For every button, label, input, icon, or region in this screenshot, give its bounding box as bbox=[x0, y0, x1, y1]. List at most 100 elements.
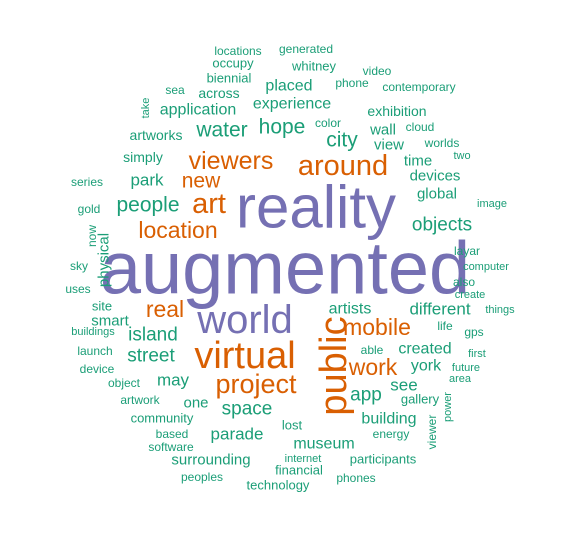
cloud-word-uses: uses bbox=[65, 282, 90, 296]
cloud-word-peoples: peoples bbox=[181, 470, 223, 484]
cloud-word-simply: simply bbox=[123, 149, 163, 165]
cloud-word-devices: devices bbox=[410, 168, 461, 185]
cloud-word-area: area bbox=[449, 373, 472, 385]
cloud-word-exhibition: exhibition bbox=[367, 103, 426, 119]
cloud-word-across: across bbox=[198, 85, 239, 101]
cloud-word-create: create bbox=[455, 289, 486, 301]
cloud-word-street: street bbox=[127, 346, 175, 367]
cloud-word-objects: objects bbox=[412, 215, 472, 236]
cloud-word-computer: computer bbox=[463, 261, 509, 273]
cloud-word-sea: sea bbox=[165, 83, 185, 97]
cloud-word-first: first bbox=[468, 348, 486, 360]
cloud-word-virtual: virtual bbox=[194, 335, 295, 377]
cloud-word-physical: physical bbox=[96, 233, 113, 287]
cloud-word-generated: generated bbox=[279, 42, 333, 56]
cloud-word-experience: experience bbox=[253, 96, 331, 113]
cloud-word-software: software bbox=[148, 440, 194, 454]
cloud-word-york: york bbox=[411, 358, 442, 375]
cloud-word-mobile: mobile bbox=[343, 314, 411, 340]
cloud-word-one: one bbox=[183, 395, 208, 412]
cloud-word-viewer: viewer bbox=[425, 415, 439, 450]
cloud-word-space: space bbox=[222, 399, 273, 420]
cloud-word-people: people bbox=[116, 194, 179, 217]
cloud-word-new: new bbox=[182, 170, 221, 193]
cloud-word-community: community bbox=[131, 411, 194, 426]
cloud-word-created: created bbox=[398, 341, 451, 358]
cloud-word-global: global bbox=[417, 186, 457, 203]
cloud-word-view: view bbox=[374, 137, 404, 154]
cloud-word-buildings: buildings bbox=[71, 326, 115, 338]
cloud-word-biennial: biennial bbox=[207, 71, 252, 86]
cloud-word-series: series bbox=[71, 175, 103, 189]
cloud-word-artists: artists bbox=[329, 301, 372, 318]
cloud-word-future: future bbox=[452, 362, 480, 374]
cloud-word-island: island bbox=[128, 325, 178, 346]
cloud-word-may: may bbox=[157, 371, 190, 390]
cloud-word-video: video bbox=[363, 64, 392, 78]
cloud-word-cloud: cloud bbox=[406, 120, 435, 134]
cloud-word-participants: participants bbox=[350, 452, 417, 467]
cloud-word-world: world bbox=[196, 298, 293, 342]
cloud-word-energy: energy bbox=[373, 427, 410, 441]
cloud-word-art: art bbox=[192, 188, 226, 220]
cloud-word-park: park bbox=[130, 171, 164, 190]
cloud-word-project: project bbox=[215, 369, 297, 399]
cloud-word-around: around bbox=[298, 150, 388, 182]
cloud-word-augmented: augmented bbox=[100, 227, 470, 310]
cloud-word-gallery: gallery bbox=[401, 392, 440, 407]
cloud-word-whitney: whitney bbox=[291, 59, 337, 74]
cloud-word-worlds: worlds bbox=[424, 136, 460, 150]
cloud-word-launch: launch bbox=[77, 344, 112, 358]
cloud-word-parade: parade bbox=[211, 425, 264, 444]
cloud-word-artwork: artwork bbox=[120, 393, 160, 407]
cloud-word-life: life bbox=[437, 319, 453, 333]
cloud-word-hope: hope bbox=[259, 116, 306, 139]
cloud-word-different: different bbox=[409, 300, 470, 319]
cloud-word-building: building bbox=[361, 411, 416, 428]
cloud-word-surrounding: surrounding bbox=[171, 452, 250, 469]
cloud-word-lost: lost bbox=[282, 418, 303, 433]
cloud-word-gps: gps bbox=[464, 325, 483, 339]
cloud-word-wall: wall bbox=[369, 122, 396, 139]
cloud-word-application: application bbox=[160, 102, 237, 119]
cloud-word-smart: smart bbox=[91, 313, 129, 330]
cloud-word-viewers: viewers bbox=[189, 147, 274, 175]
cloud-word-power: power bbox=[442, 392, 454, 422]
cloud-word-sky: sky bbox=[70, 259, 88, 273]
cloud-word-two: two bbox=[453, 150, 470, 162]
cloud-word-contemporary: contemporary bbox=[382, 80, 455, 94]
cloud-word-locations: locations bbox=[214, 44, 261, 58]
cloud-word-see: see bbox=[390, 376, 417, 395]
cloud-word-museum: museum bbox=[293, 436, 354, 453]
cloud-word-artworks: artworks bbox=[130, 127, 183, 143]
cloud-word-image: image bbox=[477, 198, 507, 210]
cloud-word-take: take bbox=[140, 98, 152, 119]
cloud-word-real: real bbox=[146, 296, 184, 322]
cloud-word-object: object bbox=[108, 376, 141, 390]
cloud-word-water: water bbox=[195, 119, 247, 142]
cloud-word-phone: phone bbox=[335, 76, 369, 90]
cloud-word-technology: technology bbox=[247, 478, 310, 493]
cloud-word-based: based bbox=[156, 427, 189, 441]
cloud-word-now: now bbox=[85, 225, 99, 247]
cloud-word-phones: phones bbox=[336, 471, 375, 485]
cloud-word-color: color bbox=[315, 116, 341, 130]
cloud-word-gold: gold bbox=[78, 202, 101, 216]
cloud-word-city: city bbox=[326, 129, 358, 152]
cloud-word-occupy: occupy bbox=[212, 56, 254, 71]
cloud-word-device: device bbox=[80, 362, 115, 376]
cloud-word-location: location bbox=[138, 217, 217, 243]
cloud-word-able: able bbox=[361, 343, 384, 357]
cloud-word-app: app bbox=[350, 385, 382, 406]
cloud-word-time: time bbox=[404, 153, 432, 170]
cloud-word-also: also bbox=[453, 275, 475, 289]
cloud-word-layar: layar bbox=[454, 244, 480, 258]
cloud-word-site: site bbox=[92, 299, 112, 314]
cloud-word-internet: internet bbox=[285, 453, 322, 465]
cloud-word-work: work bbox=[348, 354, 398, 380]
cloud-word-financial: financial bbox=[275, 463, 323, 478]
cloud-word-things: things bbox=[485, 304, 515, 316]
